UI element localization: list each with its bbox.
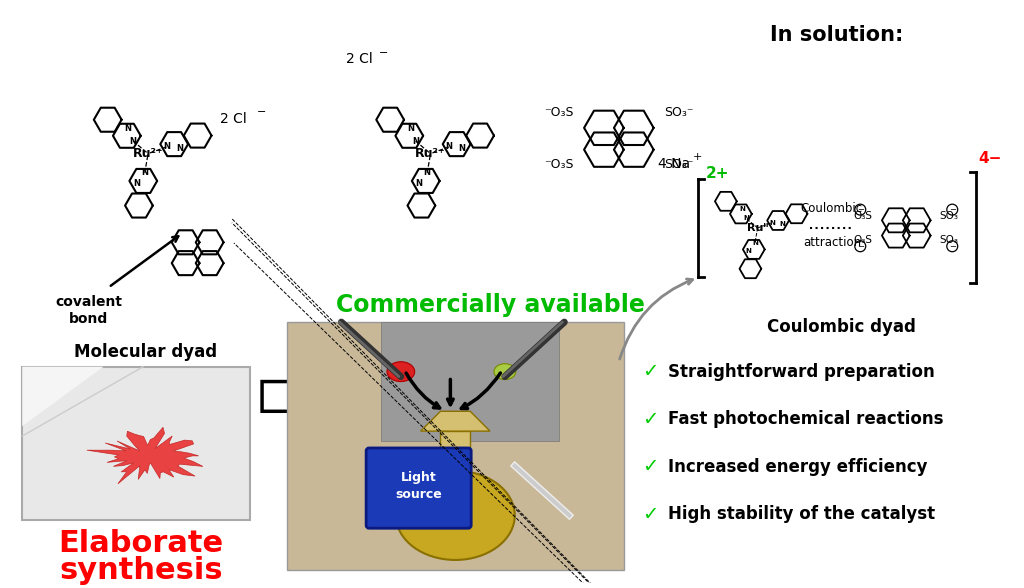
FancyBboxPatch shape [287,322,624,570]
Text: Ru²⁺: Ru²⁺ [416,147,445,160]
Text: N: N [163,142,170,152]
Text: −: − [949,205,955,214]
Text: ✓: ✓ [642,505,658,524]
FancyBboxPatch shape [381,322,559,441]
Ellipse shape [494,364,516,380]
Text: +: + [693,152,702,162]
Text: N: N [176,144,183,153]
Polygon shape [23,367,103,426]
Text: Commercially available: Commercially available [336,293,644,318]
Text: ✓: ✓ [642,410,658,429]
Text: Straightforward preparation: Straightforward preparation [669,363,935,380]
Text: O₃S: O₃S [854,211,872,220]
Text: N: N [769,220,775,226]
Text: covalent: covalent [55,295,122,309]
FancyBboxPatch shape [367,448,471,528]
Text: 2 Cl: 2 Cl [346,52,373,66]
Text: Light
source: Light source [395,470,442,500]
Text: SO₃: SO₃ [940,235,958,245]
Text: N: N [141,168,148,177]
Text: bond: bond [69,312,109,326]
Text: −: − [379,48,388,58]
Text: −: − [857,205,864,214]
Text: N: N [133,179,140,188]
Circle shape [947,204,957,215]
Polygon shape [421,411,490,431]
Circle shape [855,241,865,252]
Text: N: N [125,125,131,133]
Text: Coulombic: Coulombic [801,202,863,215]
Ellipse shape [396,471,515,560]
Text: N: N [407,125,414,133]
Text: −: − [857,242,864,250]
Circle shape [947,241,957,252]
Polygon shape [262,367,367,426]
Text: −: − [257,107,266,117]
Text: 4−: 4− [979,151,1001,166]
Text: O₃S: O₃S [854,235,872,245]
Text: SO₃: SO₃ [940,211,958,220]
Ellipse shape [387,362,415,382]
Text: Ru²⁺: Ru²⁺ [133,147,164,160]
Text: attraction: attraction [803,236,861,249]
Text: SO₃⁻: SO₃⁻ [664,106,693,119]
Text: N: N [743,215,749,221]
Text: N: N [413,136,419,146]
FancyBboxPatch shape [440,431,470,510]
Text: Molecular dyad: Molecular dyad [74,343,217,361]
Text: Ruᴵᴵ: Ruᴵᴵ [746,223,768,233]
Text: N: N [130,136,137,146]
Text: N: N [445,142,453,152]
Text: N: N [745,248,752,254]
Text: synthesis: synthesis [59,556,223,585]
Text: 2+: 2+ [706,166,729,181]
Text: In solution:: In solution: [770,25,903,45]
Text: Coulombic dyad: Coulombic dyad [767,318,916,336]
Text: N: N [459,144,466,153]
Text: Increased energy efficiency: Increased energy efficiency [669,458,928,476]
Text: ✓: ✓ [642,457,658,476]
Text: High stability of the catalyst: High stability of the catalyst [669,505,936,523]
Text: ⁻O₃S: ⁻O₃S [545,106,574,119]
Text: SO₃⁻: SO₃⁻ [664,158,693,172]
Text: N: N [739,206,744,212]
Text: Fast photochemical reactions: Fast photochemical reactions [669,410,944,428]
FancyBboxPatch shape [23,367,250,520]
Text: N: N [424,168,431,177]
Circle shape [855,204,865,215]
Text: ⁻O₃S: ⁻O₃S [545,158,574,172]
Text: 2 Cl: 2 Cl [220,112,247,126]
Text: N: N [779,221,785,227]
Text: N: N [752,240,758,246]
Text: 4 Na: 4 Na [658,156,690,171]
Text: Elaborate: Elaborate [58,529,223,557]
Text: ✓: ✓ [642,362,658,381]
Text: −: − [949,242,955,250]
Text: N: N [416,179,423,188]
PathPatch shape [87,427,203,484]
